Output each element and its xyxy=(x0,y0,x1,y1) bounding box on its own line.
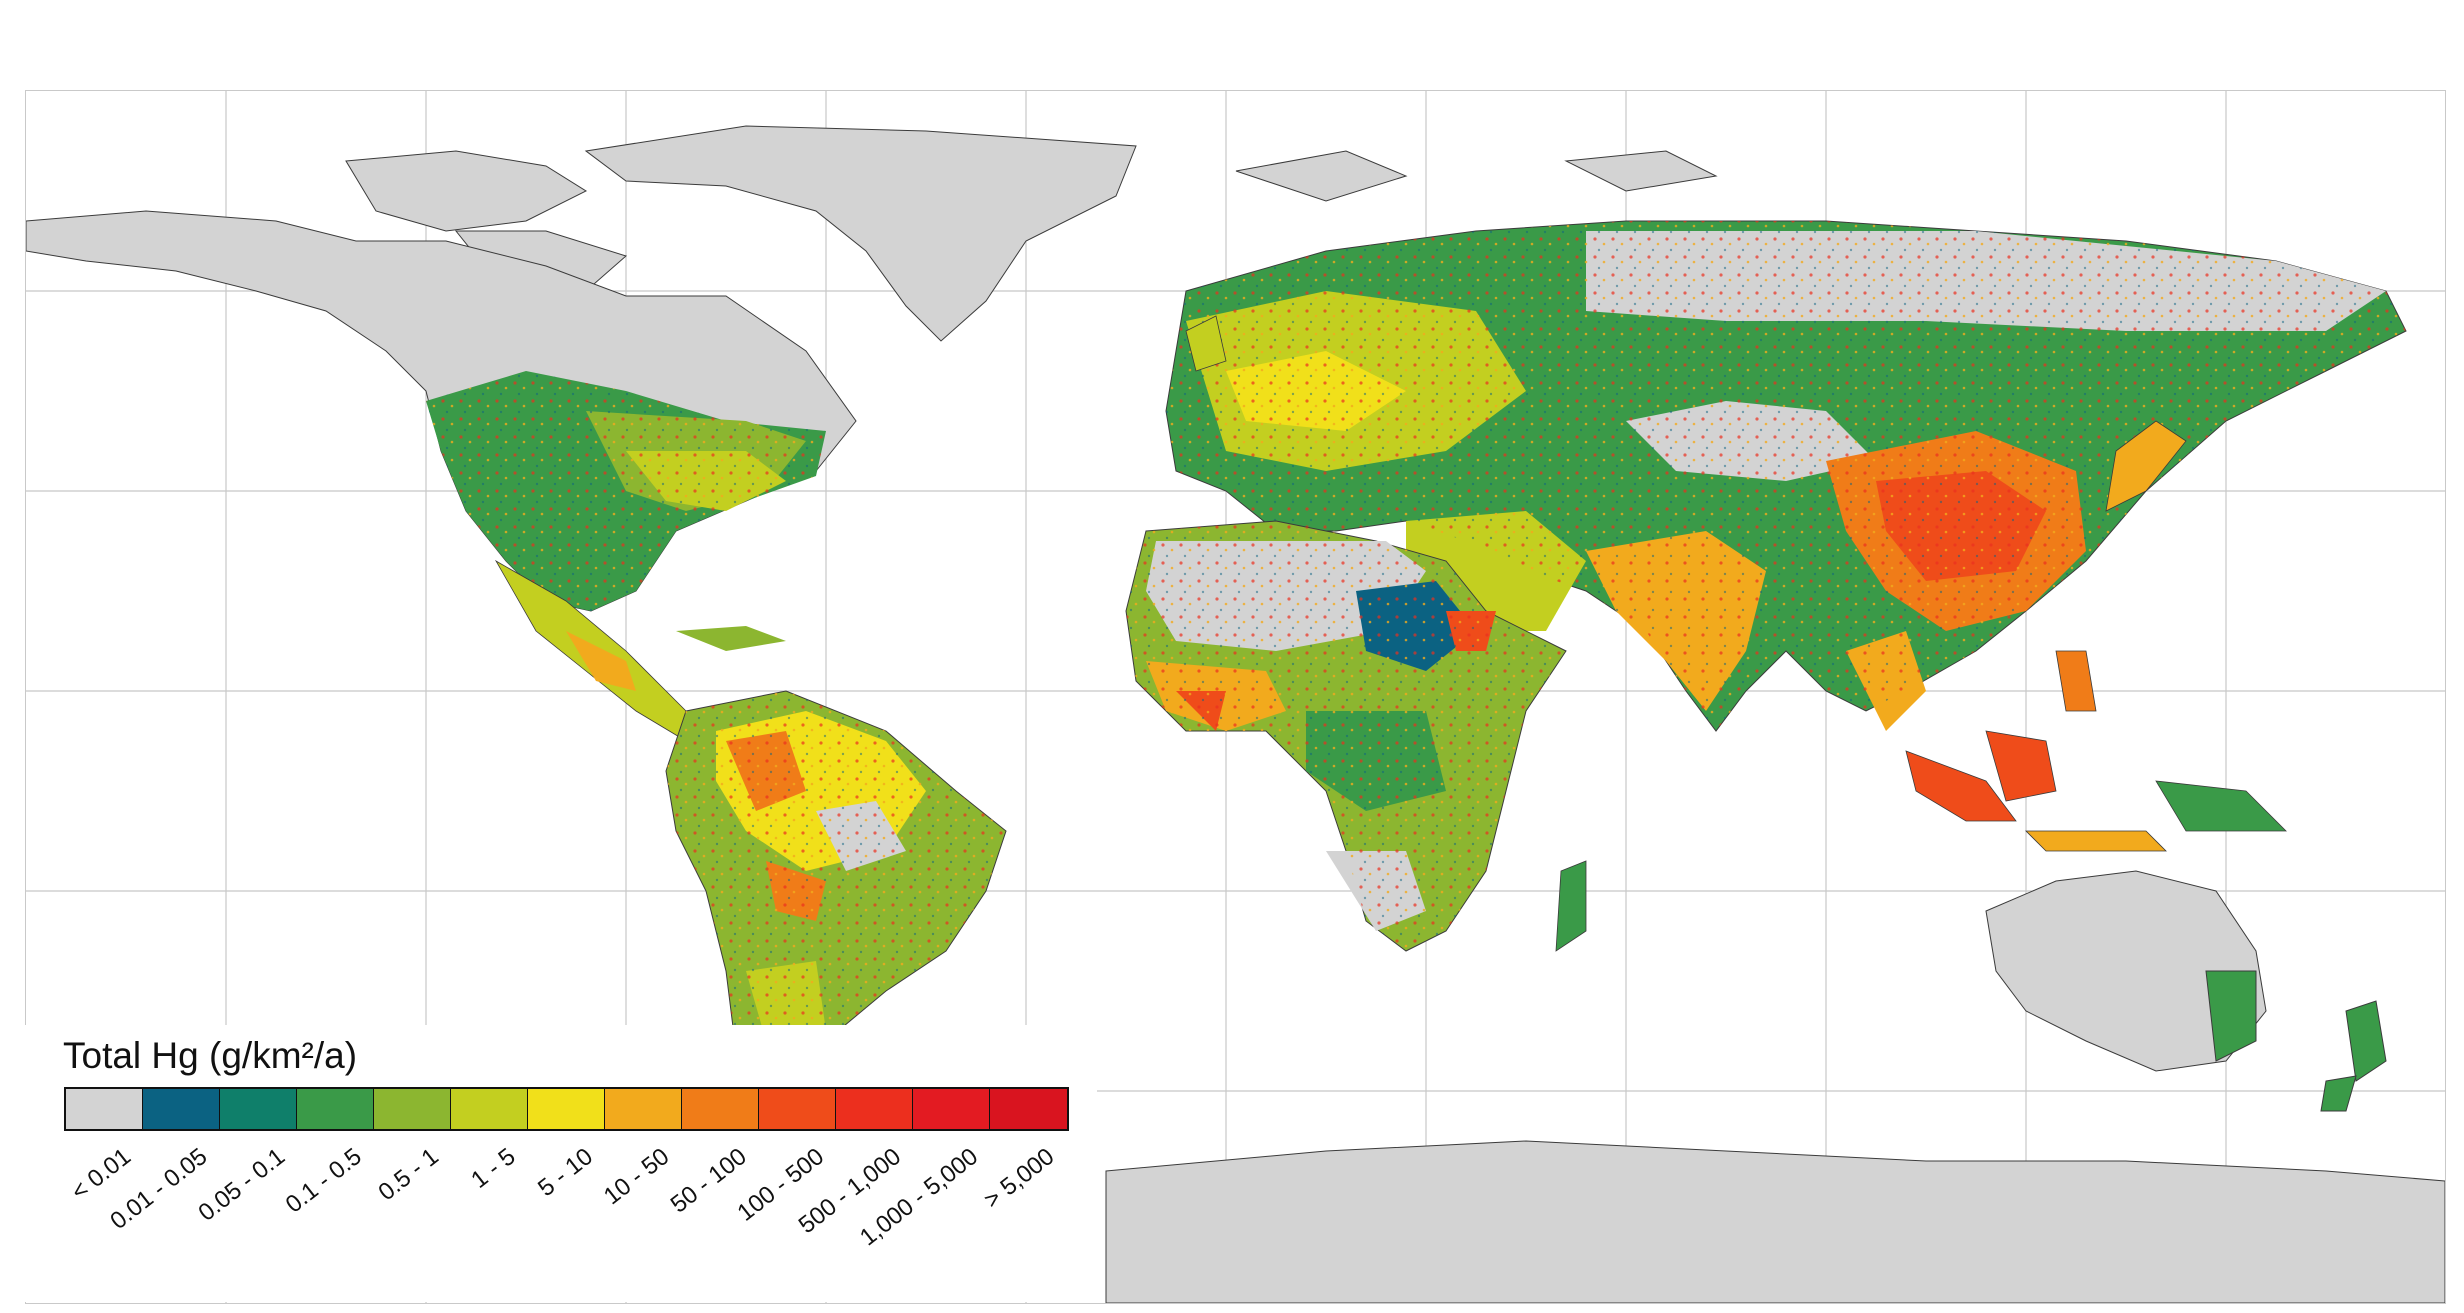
legend-class-label: 0.05 - 0.1 xyxy=(193,1143,291,1227)
legend-swatch xyxy=(759,1089,836,1129)
legend-class-label: 1 - 5 xyxy=(466,1143,522,1194)
legend-swatch xyxy=(297,1089,374,1129)
legend-class-label: 0.1 - 0.5 xyxy=(281,1143,368,1219)
legend-swatch xyxy=(682,1089,759,1129)
legend-class-label: 10 - 50 xyxy=(599,1143,675,1211)
legend-color-bar xyxy=(64,1087,1069,1131)
australia xyxy=(1985,870,2387,1112)
legend-class-label: 0.5 - 1 xyxy=(373,1143,445,1207)
legend-class-label: 5 - 10 xyxy=(533,1143,599,1203)
legend-swatch xyxy=(913,1089,990,1129)
legend-swatch xyxy=(528,1089,605,1129)
southeast-asia-islands xyxy=(1905,650,2287,852)
legend-panel: Total Hg (g/km²/a) < 0.01 0.01 - 0.05 0.05… xyxy=(25,1025,1097,1302)
legend-swatch xyxy=(451,1089,528,1129)
north-america xyxy=(26,210,857,742)
legend-class-label: > 5,000 xyxy=(979,1143,1060,1214)
legend-swatch xyxy=(990,1089,1067,1129)
legend-swatch xyxy=(143,1089,220,1129)
legend-swatch xyxy=(836,1089,913,1129)
legend-swatch xyxy=(605,1089,682,1129)
legend-swatch xyxy=(66,1089,143,1129)
eurasia xyxy=(1165,220,2407,732)
antarctica xyxy=(1105,1140,2445,1303)
world-map[interactable] xyxy=(26,91,2445,1303)
legend-swatch xyxy=(220,1089,297,1129)
legend-swatch xyxy=(374,1089,451,1129)
legend-title: Total Hg (g/km²/a) xyxy=(63,1035,358,1076)
africa xyxy=(1125,520,1587,952)
